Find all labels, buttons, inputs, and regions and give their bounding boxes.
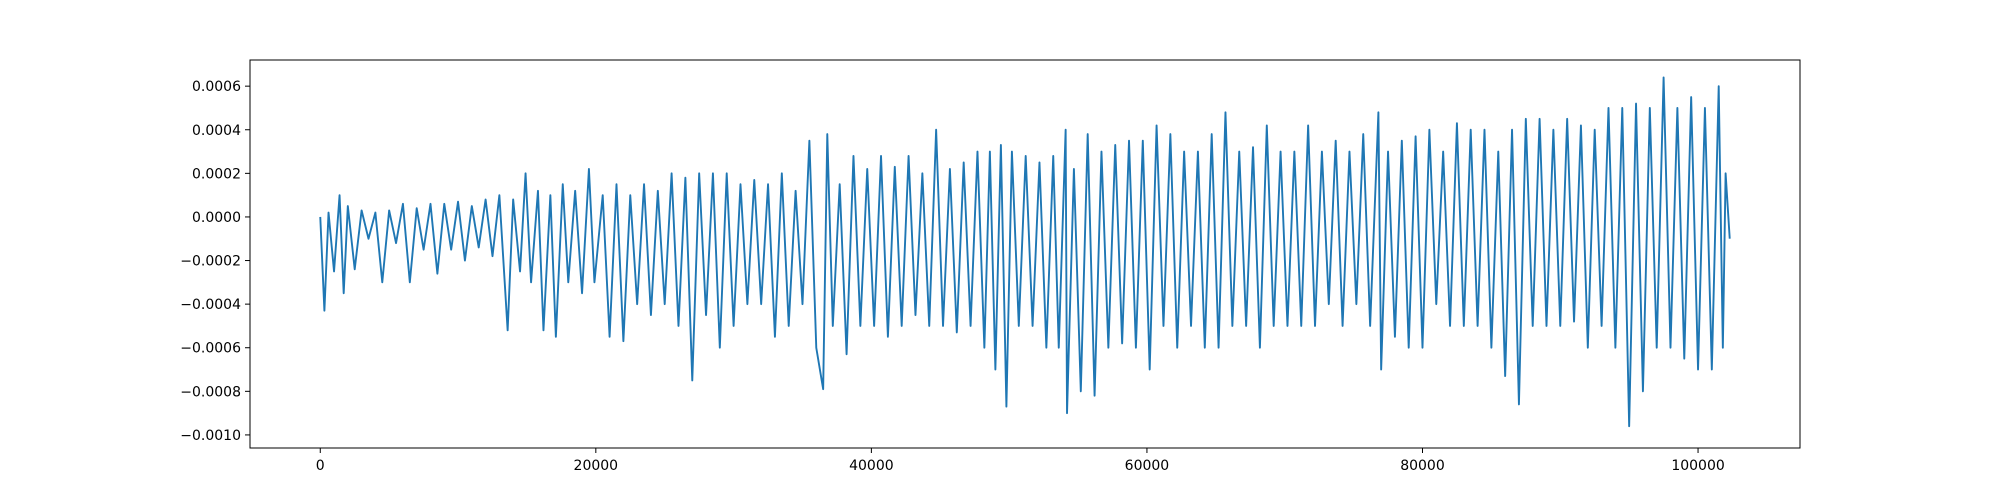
x-tick-label: 20000 xyxy=(574,458,619,474)
x-tick-label: 80000 xyxy=(1400,458,1445,474)
x-tick-label: 40000 xyxy=(849,458,894,474)
plot-frame xyxy=(249,59,1801,449)
data-line xyxy=(319,76,1731,428)
y-tick-label: 0.0002 xyxy=(192,166,241,182)
y-tick-label: −0.0002 xyxy=(180,254,241,270)
y-tick-label: 0.0006 xyxy=(192,79,241,95)
y-tick-label: 0.0000 xyxy=(192,210,241,226)
y-tick-label: −0.0010 xyxy=(180,428,241,444)
x-tick-label: 60000 xyxy=(1125,458,1170,474)
y-tick-label: −0.0004 xyxy=(180,297,241,313)
x-tick-label: 100000 xyxy=(1671,458,1724,474)
y-tick-label: 0.0004 xyxy=(192,123,241,139)
y-tick-label: −0.0006 xyxy=(180,341,241,357)
x-tick-label: 0 xyxy=(316,458,325,474)
y-tick-label: −0.0008 xyxy=(180,384,241,400)
